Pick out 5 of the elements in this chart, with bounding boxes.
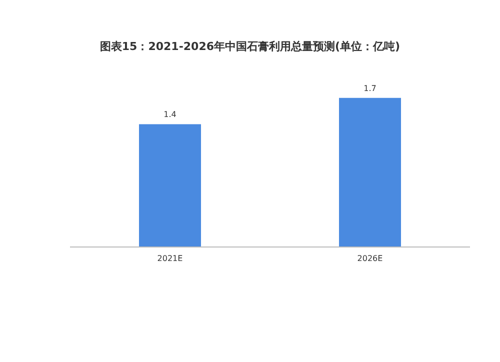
chart-title: 图表15：2021-2026年中国石膏利用总量预测(单位：亿吨)	[100, 40, 400, 53]
data-label: 1.4	[164, 110, 176, 120]
x-tick-label: 2021E	[157, 254, 183, 263]
data-label: 1.7	[364, 84, 376, 93]
x-tick-label: 2026E	[357, 254, 383, 263]
